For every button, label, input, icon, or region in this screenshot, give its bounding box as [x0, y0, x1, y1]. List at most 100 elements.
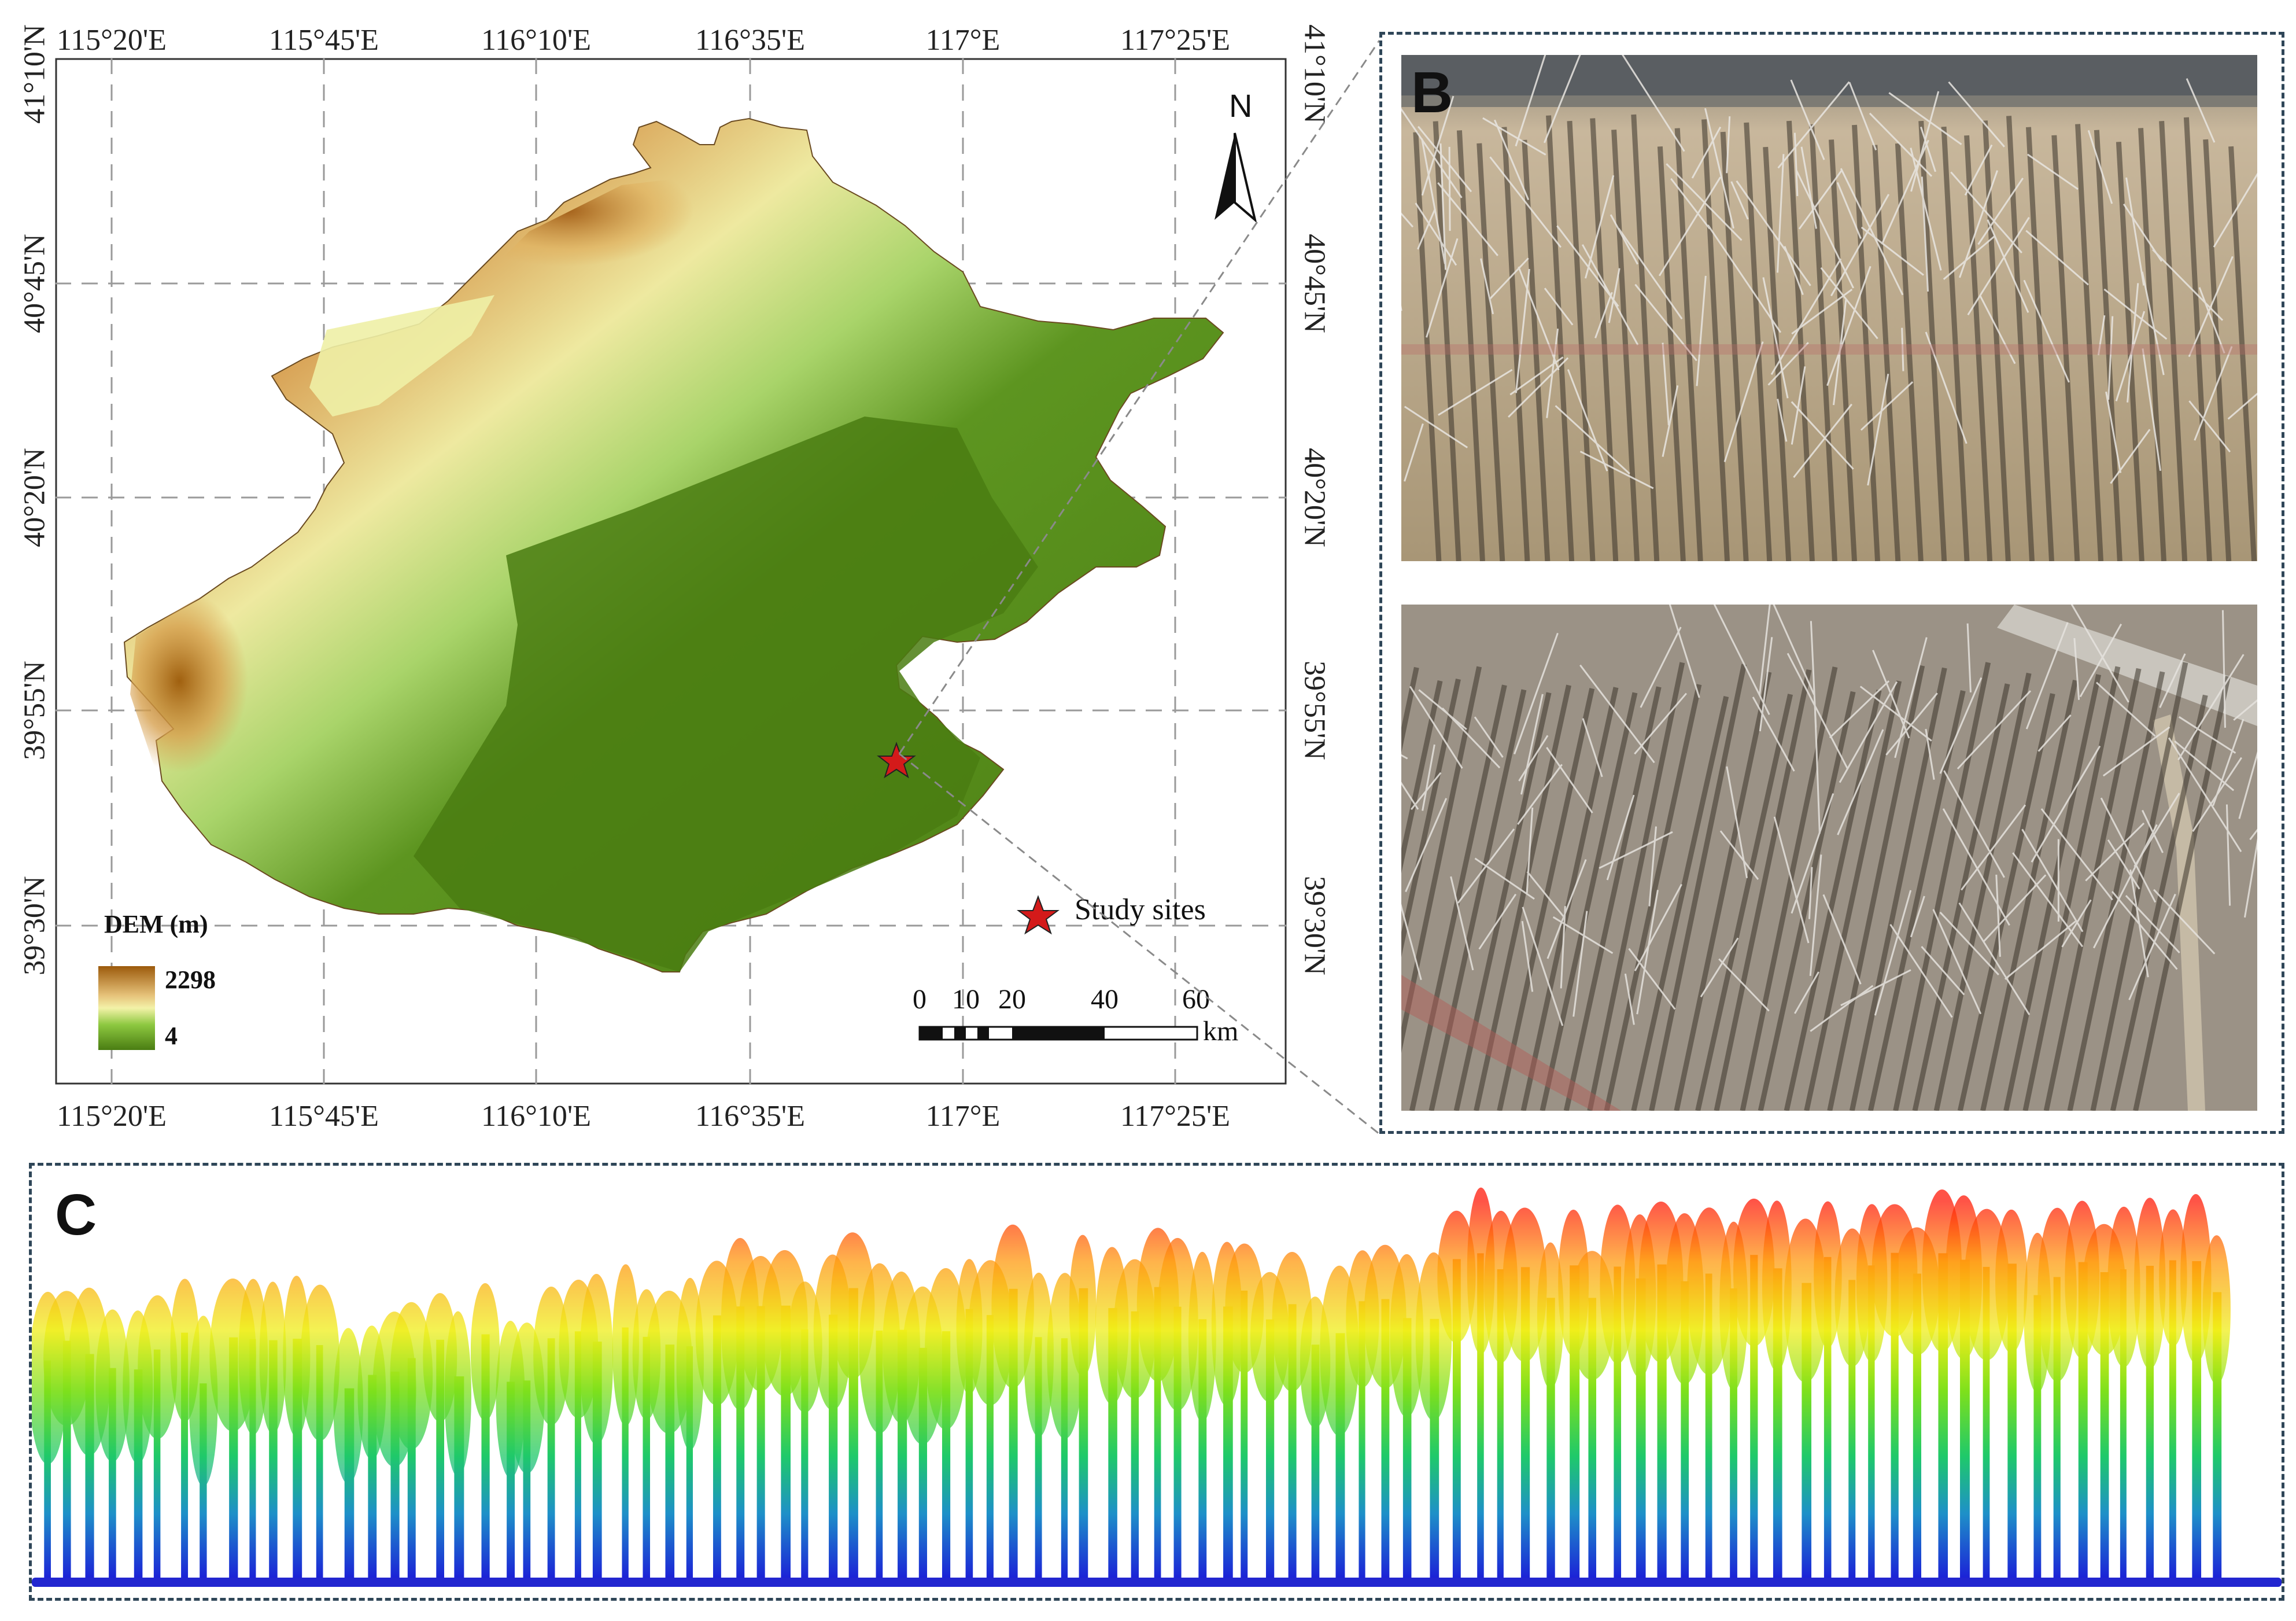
- top-tick-label: 116°35'E: [695, 24, 805, 57]
- tree-shadow: [1657, 146, 1686, 561]
- tree-branch: [1966, 623, 1972, 692]
- tree-shadow: [2003, 674, 2102, 1111]
- tree-branch: [2188, 400, 2231, 453]
- tree-branch: [1777, 154, 1785, 273]
- tree-branch: [1758, 605, 1771, 696]
- tree-branch: [1948, 81, 2005, 148]
- tree-branch: [1736, 180, 1811, 286]
- tree-branch: [1572, 911, 1588, 1017]
- panel-b-frame: [1379, 32, 2284, 1134]
- tree-branch: [2031, 745, 2101, 863]
- tree-branch: [1861, 226, 1924, 276]
- tree-shadow: [1587, 662, 1685, 1111]
- tree-branch: [1418, 126, 1472, 193]
- tree-branch: [1836, 182, 1862, 239]
- tree-branch: [2107, 839, 2140, 890]
- tree-branch: [2004, 920, 2076, 980]
- tree-branch: [1837, 729, 1884, 835]
- scale-tick-label: 40: [1091, 984, 1119, 1015]
- tree-branch: [1401, 108, 1463, 198]
- tree-branch: [1404, 406, 1468, 448]
- tree-branch: [2125, 895, 2180, 953]
- tree-branch: [1628, 948, 1676, 1010]
- tree-shadow: [1852, 124, 1881, 561]
- tree-branch: [1874, 890, 1912, 1016]
- tree-branch: [1522, 907, 1564, 1026]
- tree-branch: [1921, 176, 1929, 292]
- tree-branch: [1515, 55, 1546, 147]
- tree-branch: [2142, 348, 2162, 471]
- tree-branch: [1610, 214, 1638, 265]
- tree-branch: [1579, 451, 1654, 489]
- tree-branch: [1421, 95, 1455, 196]
- tree-shadow: [1401, 679, 1461, 957]
- tree-shadow: [1808, 124, 1837, 561]
- tree-branch: [1518, 266, 1560, 371]
- tree-branch: [1814, 712, 1821, 834]
- tree-branch: [2125, 177, 2145, 286]
- top-tick-label: 116°10'E: [481, 24, 591, 57]
- tree-crown-points: [1069, 1235, 1097, 1377]
- tree-branch: [1920, 126, 1936, 172]
- tree-branch: [2141, 271, 2165, 375]
- tree-shadow: [1957, 693, 2055, 1111]
- tree-branch: [1770, 258, 1842, 375]
- tree-branch: [1859, 686, 1932, 742]
- tree-crown-points: [1995, 1209, 2028, 1353]
- tree-shadow: [1740, 666, 1838, 1111]
- tree-branch: [1552, 916, 1614, 955]
- tree-branch: [1822, 894, 1862, 985]
- tree-branch: [1762, 277, 1789, 399]
- tree-branch: [1793, 132, 1799, 197]
- bottom-tick-label: 115°20'E: [57, 1100, 167, 1133]
- map-frame: [55, 58, 1287, 1085]
- tree-branch: [1869, 112, 1933, 177]
- tree-branch: [1670, 178, 1711, 230]
- tree-branch: [1881, 139, 1929, 245]
- tree-shadow: [1674, 128, 1703, 561]
- tree-branch: [1411, 772, 1442, 810]
- tree-branch: [2212, 719, 2245, 806]
- tree-branch: [1544, 288, 1574, 326]
- tree-branch: [2021, 828, 2084, 933]
- legend-max-label: 2298: [165, 966, 216, 994]
- tree-branch: [1820, 267, 1878, 340]
- tree-branch: [1961, 804, 2026, 891]
- tree-shadow: [1401, 666, 1482, 1053]
- tree-branch: [2073, 638, 2080, 700]
- tree-branch: [1457, 828, 1515, 904]
- tree-shadow: [1763, 146, 1792, 561]
- tree-branch: [2152, 249, 2224, 321]
- tree-branch: [1640, 627, 1682, 708]
- tree-branch: [1405, 798, 1448, 893]
- tree-branch: [1723, 341, 1764, 462]
- tree-branch: [1401, 903, 1422, 981]
- tree-branch: [1560, 906, 1566, 989]
- tree-branch: [2227, 392, 2257, 420]
- western-mountains: [130, 538, 327, 798]
- tree-branch: [2198, 287, 2225, 354]
- tree-branch: [1829, 680, 1890, 739]
- north-label: N: [1229, 87, 1253, 124]
- tree-branch: [1482, 117, 1546, 156]
- tree-branch: [1494, 119, 1530, 201]
- top-tick-label: 115°45'E: [269, 24, 379, 57]
- tree-branch: [2186, 78, 2216, 143]
- tree-branch: [2159, 653, 2186, 708]
- tree-shadow: [2006, 116, 2035, 561]
- scale-tick-label: 0: [913, 984, 926, 1015]
- tree-branch: [2092, 824, 2158, 949]
- tree-branch: [1794, 971, 1819, 1014]
- tree-branch: [1546, 859, 1587, 959]
- tree-branch: [1860, 381, 1914, 431]
- tree-branch: [1840, 168, 1904, 296]
- tree-branch: [1791, 289, 1853, 335]
- tree-branch: [2097, 315, 2106, 355]
- tree-branch: [1793, 403, 1852, 478]
- tree-branch: [1888, 92, 1962, 145]
- tree-shadow: [2090, 662, 2188, 1111]
- tree-branch: [1404, 423, 1424, 482]
- tree-shadow: [2025, 127, 2054, 561]
- tree-branch: [1839, 681, 1898, 783]
